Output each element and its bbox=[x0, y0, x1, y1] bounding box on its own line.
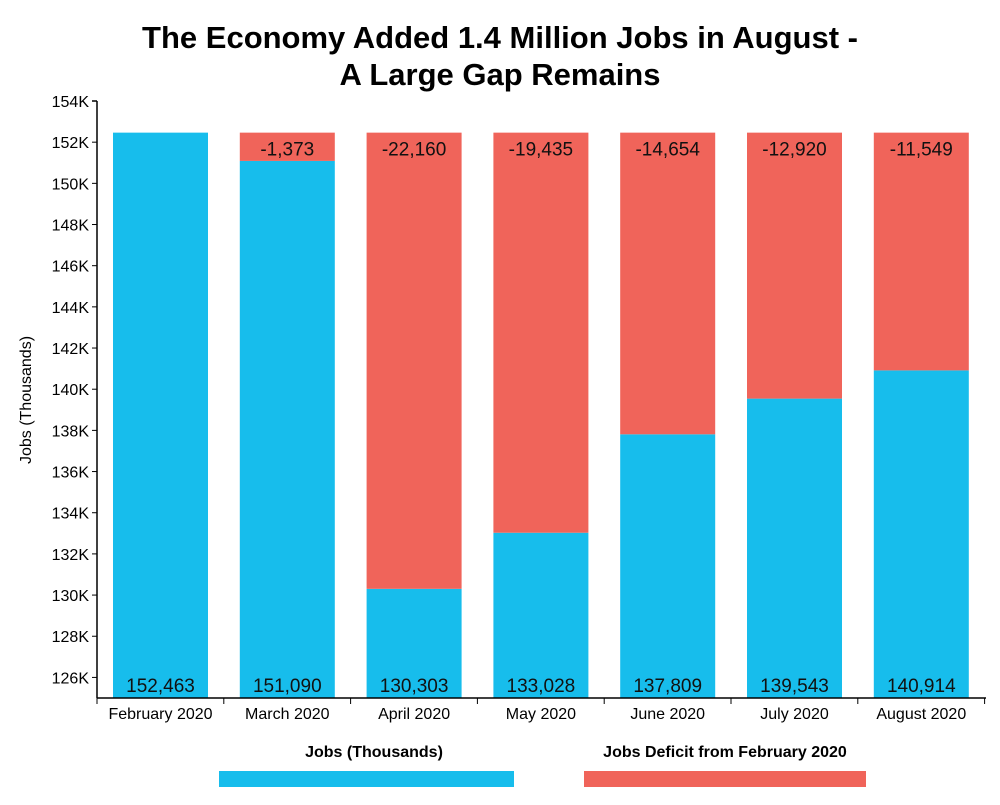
deficit-data-label: -19,435 bbox=[509, 140, 573, 161]
deficit-data-label: -14,654 bbox=[635, 140, 700, 161]
bar-deficit bbox=[239, 132, 335, 161]
y-tick-label: 134K bbox=[52, 506, 90, 523]
y-tick-label: 142K bbox=[52, 341, 90, 358]
bar-jobs bbox=[620, 434, 716, 698]
deficit-data-label: -22,160 bbox=[382, 140, 446, 161]
bar-jobs bbox=[493, 532, 589, 698]
jobs-data-label: 140,914 bbox=[887, 676, 956, 697]
deficit-data-label: -12,920 bbox=[762, 140, 826, 161]
jobs-data-label: 137,809 bbox=[633, 676, 702, 697]
jobs-data-label: 151,090 bbox=[253, 676, 322, 697]
bar-deficit bbox=[620, 132, 716, 435]
y-tick-label: 132K bbox=[52, 547, 90, 564]
x-tick-label: July 2020 bbox=[760, 706, 829, 723]
x-tick-label: May 2020 bbox=[506, 706, 576, 723]
bar-deficit bbox=[873, 132, 969, 371]
x-tick-label: March 2020 bbox=[245, 706, 330, 723]
chart-title-line-2: A Large Gap Remains bbox=[339, 57, 660, 92]
bar-jobs bbox=[873, 370, 969, 698]
y-tick-label: 126K bbox=[52, 670, 90, 687]
y-tick-label: 144K bbox=[52, 300, 90, 317]
x-tick-label: April 2020 bbox=[378, 706, 450, 723]
y-tick-label: 140K bbox=[52, 382, 90, 399]
y-tick-label: 128K bbox=[52, 629, 90, 646]
bar-deficit bbox=[493, 132, 589, 533]
y-tick-label: 148K bbox=[52, 218, 90, 235]
legend-swatch bbox=[219, 771, 514, 787]
legend-label: Jobs Deficit from February 2020 bbox=[603, 744, 847, 761]
x-tick-label: June 2020 bbox=[630, 706, 705, 723]
chart-title-line-1: The Economy Added 1.4 Million Jobs in Au… bbox=[142, 20, 858, 55]
bar-deficit bbox=[366, 132, 462, 589]
legend-swatch bbox=[584, 771, 866, 787]
legend-label: Jobs (Thousands) bbox=[305, 744, 443, 761]
y-tick-label: 150K bbox=[52, 176, 90, 193]
x-tick-label: August 2020 bbox=[876, 706, 966, 723]
x-tick-label: February 2020 bbox=[108, 706, 212, 723]
y-tick-label: 146K bbox=[52, 259, 90, 276]
bar-jobs bbox=[747, 398, 842, 698]
deficit-data-label: -11,549 bbox=[890, 140, 953, 161]
jobs-data-label: 133,028 bbox=[507, 676, 576, 697]
bar-deficit bbox=[747, 132, 842, 399]
y-tick-label: 130K bbox=[52, 588, 90, 605]
bar-jobs bbox=[239, 160, 335, 698]
jobs-data-label: 130,303 bbox=[380, 676, 449, 697]
y-tick-label: 136K bbox=[52, 465, 90, 482]
y-tick-label: 152K bbox=[52, 135, 90, 152]
jobs-data-label: 139,543 bbox=[760, 676, 829, 697]
deficit-data-label: -1,373 bbox=[260, 140, 314, 161]
y-tick-label: 154K bbox=[52, 94, 90, 111]
y-tick-label: 138K bbox=[52, 423, 90, 440]
jobs-data-label: 152,463 bbox=[126, 676, 195, 697]
bar-jobs bbox=[366, 588, 462, 698]
y-axis-label: Jobs (Thousands) bbox=[18, 336, 35, 464]
bar-jobs bbox=[113, 132, 208, 699]
